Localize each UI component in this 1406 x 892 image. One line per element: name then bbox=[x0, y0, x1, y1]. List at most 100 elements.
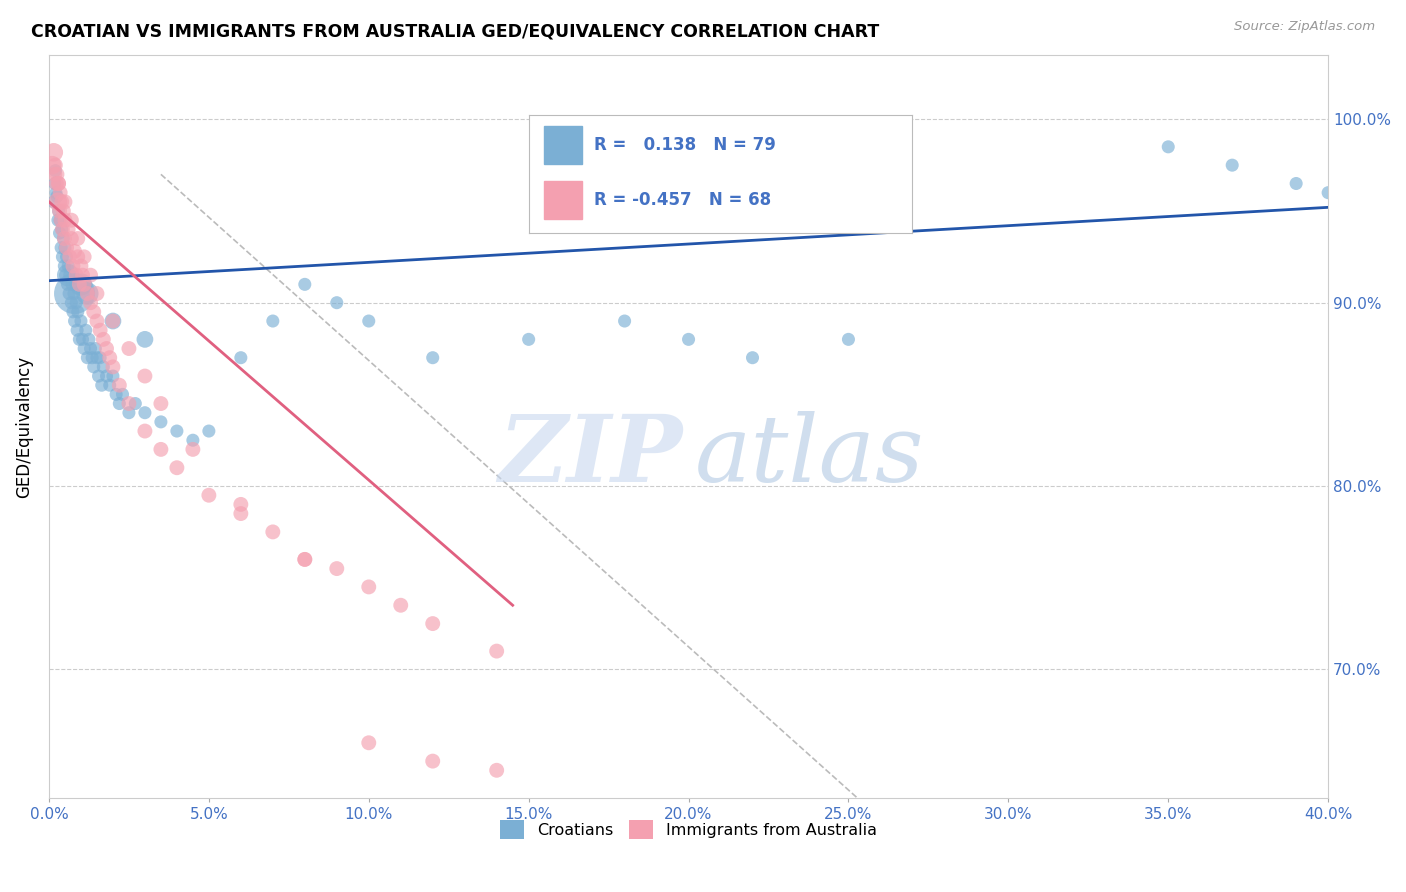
Point bbox=[60, 213, 83, 227]
Point bbox=[44, 163, 66, 178]
Point bbox=[51, 194, 73, 209]
Point bbox=[485, 764, 508, 778]
Point bbox=[76, 351, 98, 365]
Point bbox=[70, 259, 93, 273]
Point bbox=[517, 332, 540, 346]
Point bbox=[105, 387, 128, 401]
Point bbox=[51, 222, 73, 236]
Point bbox=[55, 268, 77, 283]
Point bbox=[70, 277, 93, 292]
Point bbox=[53, 213, 76, 227]
Point bbox=[134, 424, 156, 438]
Text: Source: ZipAtlas.com: Source: ZipAtlas.com bbox=[1234, 20, 1375, 33]
Point bbox=[45, 177, 67, 191]
Point bbox=[96, 342, 118, 356]
Point bbox=[65, 268, 87, 283]
Point bbox=[124, 396, 146, 410]
Point bbox=[98, 351, 121, 365]
Point bbox=[59, 268, 82, 283]
Point bbox=[166, 460, 188, 475]
Point bbox=[87, 369, 110, 384]
Point bbox=[389, 599, 412, 613]
Point bbox=[58, 286, 80, 301]
Point bbox=[52, 204, 75, 219]
Point bbox=[67, 277, 90, 292]
Point bbox=[49, 213, 72, 227]
Point bbox=[46, 213, 69, 227]
Point bbox=[76, 286, 98, 301]
Point bbox=[46, 189, 69, 203]
Point bbox=[101, 359, 124, 374]
Point bbox=[86, 314, 108, 328]
Point bbox=[72, 332, 94, 346]
Point bbox=[198, 488, 221, 502]
Point bbox=[44, 158, 66, 172]
Point bbox=[55, 250, 77, 264]
Point bbox=[52, 231, 75, 245]
Point bbox=[48, 177, 70, 191]
Text: atlas: atlas bbox=[695, 411, 925, 501]
Point bbox=[48, 226, 70, 240]
Point bbox=[60, 231, 83, 245]
Point bbox=[46, 194, 69, 209]
Point bbox=[86, 286, 108, 301]
Point bbox=[613, 314, 636, 328]
Point bbox=[46, 167, 69, 181]
Point bbox=[51, 222, 73, 236]
Point bbox=[56, 259, 79, 273]
Point bbox=[326, 295, 349, 310]
Point bbox=[63, 314, 86, 328]
Point bbox=[181, 434, 204, 448]
Point bbox=[98, 378, 121, 392]
Point bbox=[79, 268, 101, 283]
Point bbox=[86, 351, 108, 365]
Point bbox=[84, 342, 107, 356]
Point bbox=[55, 241, 77, 255]
Point bbox=[75, 323, 97, 337]
Point bbox=[326, 561, 349, 575]
Point bbox=[62, 305, 84, 319]
Point bbox=[53, 194, 76, 209]
Point bbox=[56, 277, 79, 292]
Point bbox=[82, 351, 104, 365]
Point bbox=[53, 259, 76, 273]
Point bbox=[51, 250, 73, 264]
Point bbox=[134, 332, 156, 346]
Point bbox=[118, 396, 141, 410]
Point bbox=[89, 351, 111, 365]
Point bbox=[66, 323, 89, 337]
Point bbox=[59, 250, 82, 264]
Point bbox=[294, 277, 316, 292]
Point bbox=[73, 342, 96, 356]
Point bbox=[66, 231, 89, 245]
Point bbox=[56, 222, 79, 236]
Legend: Croatians, Immigrants from Australia: Croatians, Immigrants from Australia bbox=[494, 814, 883, 846]
Point bbox=[90, 378, 112, 392]
Point bbox=[89, 323, 111, 337]
Point bbox=[56, 268, 79, 283]
Point bbox=[48, 177, 70, 191]
Point bbox=[101, 369, 124, 384]
Point bbox=[53, 231, 76, 245]
Point bbox=[108, 396, 131, 410]
Point bbox=[181, 442, 204, 457]
Point bbox=[357, 736, 380, 750]
Point bbox=[62, 259, 84, 273]
Point bbox=[41, 158, 63, 172]
Point bbox=[678, 332, 700, 346]
Point bbox=[294, 552, 316, 566]
Point bbox=[229, 507, 252, 521]
Point bbox=[65, 295, 87, 310]
Point bbox=[91, 332, 114, 346]
Point bbox=[72, 268, 94, 283]
Point bbox=[262, 314, 284, 328]
Point bbox=[44, 177, 66, 191]
Point bbox=[83, 305, 105, 319]
Point bbox=[149, 396, 172, 410]
Point bbox=[63, 244, 86, 259]
Point bbox=[422, 616, 444, 631]
Point bbox=[79, 342, 101, 356]
Point bbox=[91, 359, 114, 374]
Point bbox=[42, 194, 65, 209]
Point bbox=[53, 241, 76, 255]
